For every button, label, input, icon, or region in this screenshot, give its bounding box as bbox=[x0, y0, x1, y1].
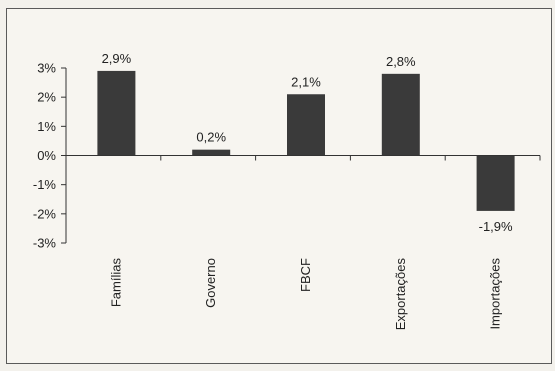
data-label: 2,9% bbox=[102, 51, 132, 66]
data-label: 0,2% bbox=[196, 130, 226, 145]
data-label: -1,9% bbox=[479, 219, 513, 234]
y-tick-label: 3% bbox=[37, 61, 56, 76]
bars bbox=[97, 70, 515, 211]
category-labels: Famílias Governo FBCF Exportações Importaçõe… bbox=[108, 258, 502, 331]
y-tick-label: 1% bbox=[37, 119, 56, 134]
y-tick-label: -1% bbox=[33, 177, 57, 192]
bar bbox=[476, 155, 515, 211]
y-tick-label: 0% bbox=[37, 148, 56, 163]
category-label: Exportações bbox=[393, 258, 408, 331]
category-label: Famílias bbox=[108, 258, 123, 308]
bar bbox=[192, 149, 231, 156]
y-tick-label: -3% bbox=[33, 236, 57, 251]
bar bbox=[97, 70, 136, 156]
category-label: FBCF bbox=[298, 258, 313, 292]
data-label: 2,1% bbox=[291, 74, 321, 89]
category-label: Importações bbox=[488, 258, 503, 330]
chart-frame bbox=[6, 8, 552, 364]
y-tick-label: -2% bbox=[33, 206, 57, 221]
data-labels: 2,9% 0,2% 2,1% 2,8% -1,9% bbox=[102, 51, 513, 234]
category-label: Governo bbox=[203, 258, 218, 308]
x-axis bbox=[65, 155, 541, 161]
data-label: 2,8% bbox=[386, 54, 416, 69]
y-tick-label: 2% bbox=[37, 90, 56, 105]
y-axis: 3% 2% 1% 0% -1% -2% -3% bbox=[33, 61, 67, 251]
bar bbox=[287, 94, 325, 156]
bar bbox=[381, 73, 420, 156]
